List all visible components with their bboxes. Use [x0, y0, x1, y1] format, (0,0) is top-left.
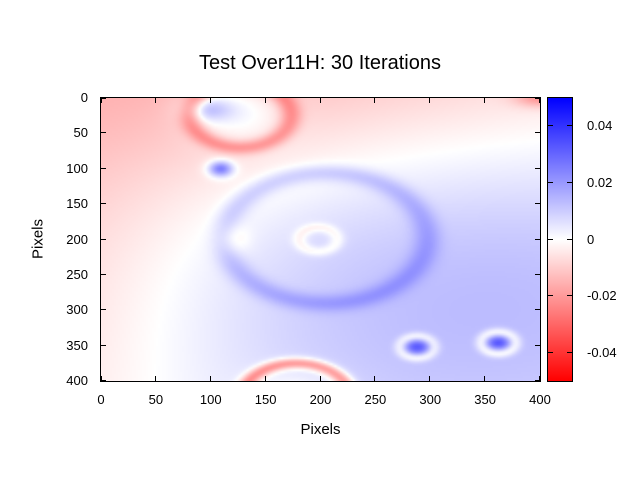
colorbar-tick-label: -0.04	[587, 344, 617, 360]
y-tick-label: 400	[66, 373, 88, 388]
y-tick-label: 0	[80, 90, 88, 105]
y-tick-label: 300	[66, 302, 88, 318]
y-tick-mark	[101, 132, 106, 133]
y-tick-mark	[535, 274, 540, 275]
x-tick-mark	[374, 376, 375, 381]
y-tick-mark	[535, 380, 540, 381]
x-tick-label: 50	[148, 392, 164, 407]
x-tick-mark	[539, 98, 540, 103]
x-tick-label: 0	[97, 392, 105, 407]
colorbar-tick-label: 0.04	[587, 118, 613, 134]
y-tick-label: 350	[66, 337, 88, 353]
x-tick-label: 350	[474, 392, 496, 407]
colorbar-tick-label: 0.02	[587, 174, 613, 190]
y-tick-mark	[101, 309, 106, 310]
y-tick-mark	[535, 239, 540, 240]
x-tick-mark	[101, 98, 102, 103]
y-tick-label: 250	[66, 266, 88, 282]
y-tick-mark	[535, 309, 540, 310]
y-tick-mark	[535, 98, 540, 99]
x-tick-mark	[210, 98, 211, 103]
x-tick-label: 300	[419, 392, 442, 407]
y-tick-mark	[535, 132, 540, 133]
x-tick-mark	[429, 98, 430, 103]
colorbar-tick-mark	[548, 352, 553, 353]
y-tick-mark	[535, 168, 540, 169]
y-tick-label: 50	[73, 125, 88, 141]
colorbar-tick-label: 0	[587, 231, 595, 247]
x-tick-mark	[265, 376, 266, 381]
x-tick-mark	[155, 98, 156, 103]
x-tick-mark	[484, 376, 485, 381]
x-tick-mark	[265, 98, 266, 103]
y-tick-label: 200	[66, 231, 88, 247]
colorbar-tick-label: -0.02	[587, 288, 617, 304]
y-tick-mark	[101, 168, 106, 169]
y-tick-label: 100	[66, 160, 88, 176]
y-tick-mark	[535, 345, 540, 346]
x-tick-label: 100	[199, 392, 222, 407]
x-tick-label: 200	[309, 392, 332, 407]
chart-title: Test Over11H: 30 Iterations	[199, 52, 441, 74]
x-tick-mark	[320, 376, 321, 381]
colorbar-tick-mark	[548, 295, 553, 296]
x-tick-mark	[210, 376, 211, 381]
colorbar-tick-mark	[548, 125, 553, 126]
x-tick-mark	[429, 376, 430, 381]
x-tick-mark	[155, 376, 156, 381]
y-tick-mark	[101, 239, 106, 240]
y-tick-mark	[101, 345, 106, 346]
x-tick-mark	[484, 98, 485, 103]
colorbar-tick-mark	[567, 239, 572, 240]
x-tick-mark	[101, 376, 102, 381]
colorbar-tick-mark	[567, 125, 572, 126]
y-axis-label: Pixels	[29, 218, 47, 260]
y-tick-mark	[101, 98, 106, 99]
colorbar-tick-mark	[567, 352, 572, 353]
y-tick-mark	[535, 203, 540, 204]
heatmap-canvas	[101, 98, 540, 381]
colorbar-tick-mark	[548, 239, 553, 240]
colorbar-tick-mark	[548, 182, 553, 183]
y-tick-mark	[101, 380, 106, 381]
x-tick-mark	[320, 98, 321, 103]
x-tick-label: 150	[254, 392, 277, 407]
y-tick-mark	[101, 203, 106, 204]
plot-area	[100, 97, 541, 382]
x-tick-mark	[374, 98, 375, 103]
x-tick-label: 250	[364, 392, 387, 407]
x-tick-mark	[539, 376, 540, 381]
y-tick-label: 150	[66, 196, 88, 212]
x-tick-label: 400	[529, 392, 551, 407]
x-axis-label: Pixels	[300, 421, 341, 438]
colorbar-tick-mark	[567, 182, 572, 183]
y-tick-mark	[101, 274, 106, 275]
colorbar	[547, 97, 573, 382]
colorbar-tick-mark	[567, 295, 572, 296]
